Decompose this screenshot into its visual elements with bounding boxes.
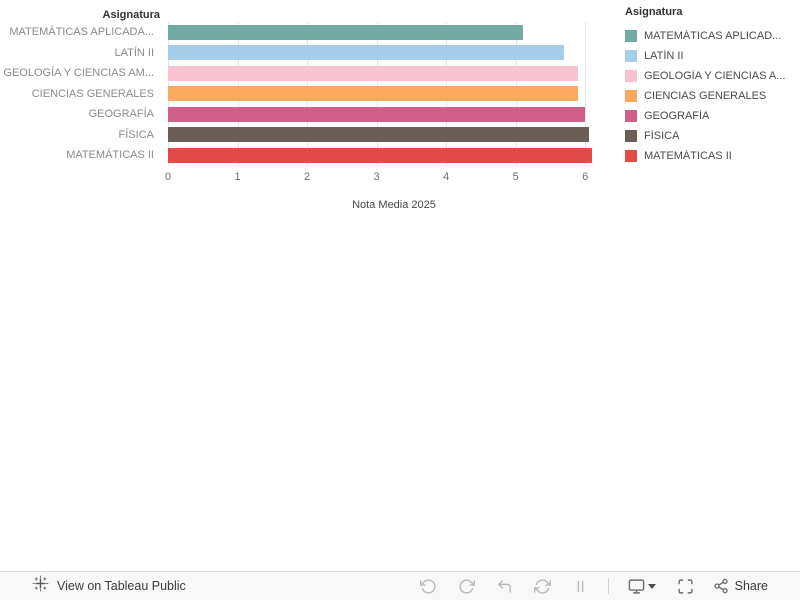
legend-swatch: [625, 30, 637, 42]
bar-mark[interactable]: [168, 147, 593, 163]
legend-items: MATEMÁTICAS APLICAD... LATÍN II GEOLOGÍA Y…: [625, 26, 797, 166]
legend-label: LATÍN II: [644, 50, 684, 62]
row-header: Asignatura: [102, 9, 160, 21]
legend-swatch: [625, 110, 637, 122]
x-tick-label: 3: [373, 171, 380, 183]
legend-label: FÍSICA: [644, 130, 680, 142]
legend-item[interactable]: GEOLOGÍA Y CIENCIAS A...: [625, 66, 797, 86]
x-tick-label: 6: [582, 171, 589, 183]
view-on-tableau-public-label: View on Tableau Public: [57, 579, 186, 593]
download-caret-icon: [647, 583, 656, 589]
legend-item[interactable]: MATEMÁTICAS APLICAD...: [625, 26, 797, 46]
redo-button[interactable]: [456, 575, 478, 597]
legend-label: MATEMÁTICAS APLICAD...: [644, 30, 782, 42]
bar-mark[interactable]: [168, 65, 579, 81]
download-button[interactable]: [625, 575, 659, 597]
legend-swatch: [625, 150, 637, 162]
refresh-button[interactable]: [532, 575, 554, 597]
bars: [168, 22, 620, 166]
legend-item[interactable]: MATEMÁTICAS II: [625, 146, 797, 166]
view-on-tableau-public-link[interactable]: View on Tableau Public: [32, 575, 186, 597]
bar-row: [168, 104, 620, 125]
bar-row: [168, 145, 620, 166]
legend-label: GEOLOGÍA Y CIENCIAS A...: [644, 70, 786, 82]
share-button[interactable]: Share: [713, 578, 768, 594]
bar-row: [168, 43, 620, 64]
bar-mark[interactable]: [168, 106, 586, 122]
x-axis: 0 1 2 3 4 5 6: [164, 171, 620, 185]
category-label[interactable]: FÍSICA: [118, 128, 154, 141]
legend-label: MATEMÁTICAS II: [644, 150, 732, 162]
legend-item[interactable]: GEOGRAFÍA: [625, 106, 797, 126]
share-label: Share: [734, 579, 768, 593]
undo-button[interactable]: [418, 575, 440, 597]
legend-item[interactable]: LATÍN II: [625, 46, 797, 66]
legend-swatch: [625, 70, 637, 82]
legend-label: CIENCIAS GENERALES: [644, 90, 767, 102]
legend-title: Asignatura: [625, 6, 683, 18]
x-tick-label: 0: [164, 171, 172, 183]
toolbar: View on Tableau Public: [0, 571, 800, 600]
bar-mark[interactable]: [168, 45, 565, 60]
revert-button[interactable]: [494, 575, 516, 597]
legend-swatch: [625, 130, 637, 142]
legend-item[interactable]: FÍSICA: [625, 126, 797, 146]
legend-swatch: [625, 90, 637, 102]
bar-mark[interactable]: [168, 24, 523, 40]
legend-label: GEOGRAFÍA: [644, 110, 710, 122]
bar-row: [168, 22, 620, 43]
fullscreen-button[interactable]: [675, 575, 697, 597]
x-axis-title: Nota Media 2025: [352, 199, 436, 211]
gridline: [585, 22, 587, 166]
category-label[interactable]: GEOGRAFÍA: [88, 108, 154, 120]
bar-chart-plot: [168, 22, 620, 166]
category-label[interactable]: MATEMÁTICAS APLICADA...: [9, 26, 154, 38]
x-tick-label: 1: [234, 171, 241, 183]
legend-swatch: [625, 50, 637, 62]
bar-row: [168, 84, 620, 105]
x-tick-label: 2: [304, 171, 311, 183]
tableau-logo-icon: [32, 575, 49, 597]
category-label[interactable]: LATÍN II: [114, 46, 154, 59]
x-tick-label: 4: [443, 171, 450, 183]
bar-mark[interactable]: [168, 127, 589, 142]
x-tick-label: 5: [512, 171, 519, 183]
pause-button[interactable]: [570, 575, 592, 597]
bar-row: [168, 125, 620, 146]
category-axis: MATEMÁTICAS APLICADA... LATÍN II GEOLOGÍA …: [0, 22, 161, 166]
legend-item[interactable]: CIENCIAS GENERALES: [625, 86, 797, 106]
toolbar-buttons: Share: [402, 575, 768, 597]
bar-row: [168, 63, 620, 84]
legend: Asignatura MATEMÁTICAS APLICAD... LATÍN I…: [625, 6, 797, 166]
category-label[interactable]: GEOLOGÍA Y CIENCIAS AM...: [3, 67, 154, 79]
category-label[interactable]: CIENCIAS GENERALES: [31, 87, 154, 100]
bar-mark[interactable]: [168, 86, 579, 101]
category-label[interactable]: MATEMÁTICAS II: [66, 149, 154, 161]
toolbar-divider: [607, 578, 609, 594]
